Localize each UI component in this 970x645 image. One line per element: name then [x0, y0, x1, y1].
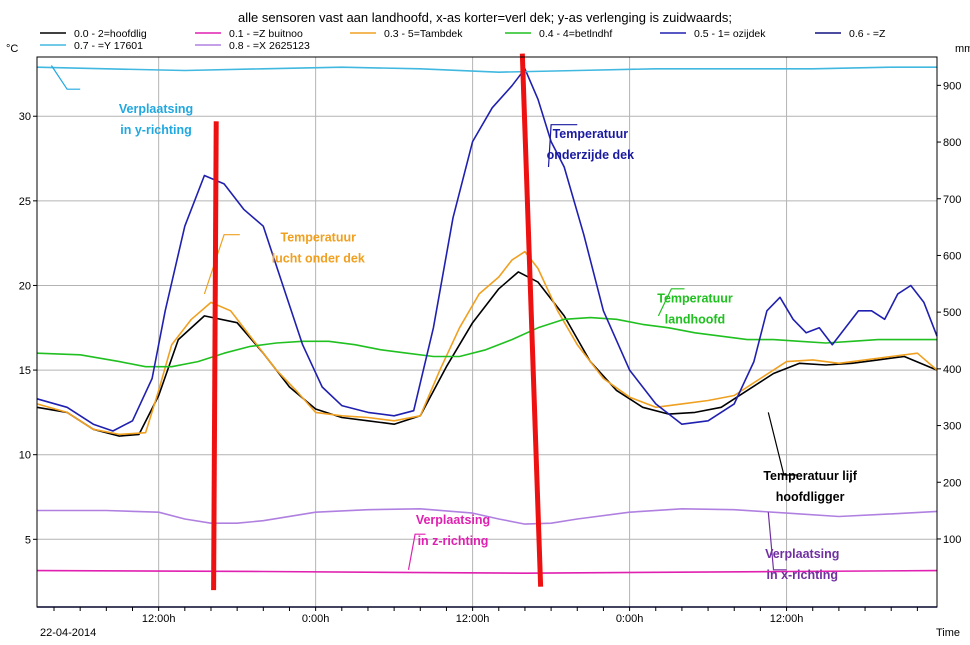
series-line [36, 316, 937, 368]
red-marker-line [519, 53, 544, 587]
y-axis-left-unit: °C [6, 43, 18, 55]
annotation-text: in z-richting [418, 534, 489, 548]
y-tick-label-left: 30 [19, 111, 31, 123]
y-tick-label-left: 20 [19, 280, 31, 292]
annotation-text: lucht onder dek [272, 251, 365, 265]
legend-label: 0.1 - =Z buitnoo [229, 28, 303, 40]
y-tick-label-right: 200 [943, 477, 961, 489]
annotations: Verplaatsing in y-richting Temperatuur luch… [50, 65, 858, 582]
annotation-leader [767, 412, 797, 476]
annotation-text: in y-richting [120, 123, 192, 137]
y-tick-label-right: 100 [943, 534, 961, 546]
series-line [36, 66, 937, 73]
y-tick-label-left: 5 [25, 534, 31, 546]
annotation-text: in x-richting [766, 568, 838, 582]
x-tick-label: 12:00h [770, 613, 804, 625]
x-axis-title: Time [936, 627, 960, 639]
annotation-leader [407, 533, 426, 570]
annotation-text: onderzijde dek [547, 148, 635, 162]
annotation-text: Temperatuur [657, 291, 733, 305]
x-tick-label: 0:00h [616, 613, 644, 625]
y-tick-label-right: 800 [943, 137, 961, 149]
legend-label: 0.7 - =Y 17601 [74, 40, 143, 52]
annotation-text: Temperatuur [553, 127, 629, 141]
y-tick-label-right: 900 [943, 80, 961, 92]
y-tick-label-left: 25 [19, 196, 31, 208]
series-line [36, 68, 938, 432]
annotation-text: hoofdligger [776, 490, 845, 504]
y-tick-label-left: 10 [19, 450, 31, 462]
legend-label: 0.5 - 1= ozijdek [694, 28, 766, 40]
series-line [37, 507, 938, 525]
x-tick-label: 0:00h [302, 613, 330, 625]
red-markers [211, 53, 544, 591]
annotation-text: Temperatuur [281, 230, 357, 244]
annotation-text: Temperatuur lijf [763, 469, 857, 483]
y-tick-label-right: 400 [943, 364, 961, 376]
series-line [36, 250, 938, 436]
legend-label: 0.0 - 2=hoofdlig [74, 28, 147, 40]
annotation-text: Verplaatsing [119, 102, 193, 116]
legend-label: 0.8 - =X 2625123 [229, 40, 310, 52]
annotation-leader [203, 234, 240, 295]
x-axis-date-label: 22-04-2014 [40, 627, 96, 639]
annotation-text: landhoofd [665, 312, 725, 326]
legend: 0.0 - 2=hoofdlig 0.1 - =Z buitnoo 0.3 - 5=… [40, 28, 886, 52]
y-tick-label-right: 600 [943, 250, 961, 262]
x-tick-label: 12:00h [456, 613, 490, 625]
y-tick-label-right: 700 [943, 194, 961, 206]
legend-label: 0.3 - 5=Tambdek [384, 28, 463, 40]
y-tick-label-right: 500 [943, 307, 961, 319]
series-line [36, 569, 938, 575]
x-tick-label: 12:00h [142, 613, 176, 625]
annotation-leader [50, 65, 81, 90]
red-marker-line [211, 121, 219, 591]
legend-label: 0.6 - =Z [849, 28, 886, 40]
annotation-text: Verplaatsing [765, 547, 839, 561]
y-tick-label-right: 300 [943, 421, 961, 433]
y-axis-right-unit: mm [955, 43, 970, 55]
plot-frame [36, 56, 938, 608]
y-tick-label-left: 15 [19, 365, 31, 377]
annotation-leader [767, 512, 787, 571]
chart-title: alle sensoren vast aan landhoofd, x-as k… [238, 10, 732, 25]
annotation-text: Verplaatsing [416, 513, 490, 527]
legend-label: 0.4 - 4=betlndhf [539, 28, 612, 40]
series-line [36, 271, 938, 437]
axes: 5 10 15 20 25 30 100 200 300 400 500 600 700 800 900 12… [19, 56, 961, 625]
annotation-leader [547, 124, 578, 168]
annotation-leader [657, 288, 685, 317]
gridlines [37, 57, 937, 607]
